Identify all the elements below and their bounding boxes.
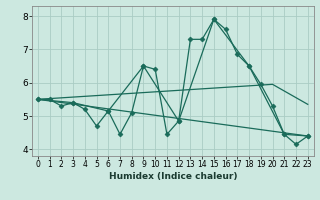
X-axis label: Humidex (Indice chaleur): Humidex (Indice chaleur) [108, 172, 237, 181]
